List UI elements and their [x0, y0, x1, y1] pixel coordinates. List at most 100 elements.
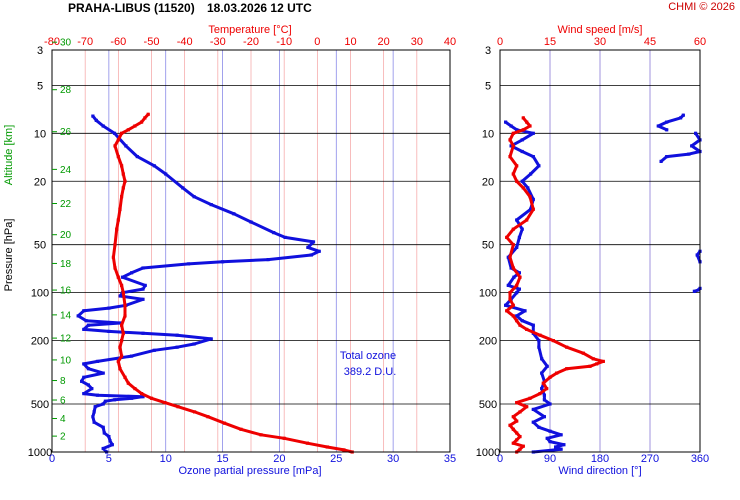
- data-point: [509, 266, 513, 270]
- data-point: [515, 419, 519, 423]
- top-tick-label: -30: [210, 36, 226, 48]
- data-point: [518, 447, 522, 451]
- data-point: [86, 323, 90, 327]
- pressure-tick-label: 1000: [28, 447, 52, 459]
- data-point: [595, 362, 599, 366]
- data-point: [518, 435, 522, 439]
- data-point: [531, 131, 535, 135]
- altitude-tick-label: 6: [60, 396, 66, 407]
- data-point: [540, 371, 544, 375]
- data-point: [555, 371, 559, 375]
- data-point: [515, 179, 519, 183]
- data-point: [559, 433, 563, 437]
- data-point: [540, 387, 544, 391]
- total-ozone-title: Total ozone: [340, 350, 396, 362]
- data-point: [515, 164, 519, 168]
- data-point: [175, 345, 179, 349]
- data-point: [545, 436, 549, 440]
- data-point: [82, 309, 86, 313]
- data-point: [193, 410, 197, 414]
- data-point: [520, 319, 524, 323]
- data-point: [239, 427, 243, 431]
- data-point: [581, 351, 585, 355]
- data-point: [531, 197, 535, 201]
- data-point: [108, 439, 112, 443]
- data-point: [511, 303, 515, 307]
- data-point: [665, 120, 669, 124]
- data-point: [537, 339, 541, 343]
- data-point: [141, 266, 145, 270]
- data-point: [537, 345, 541, 349]
- data-point: [123, 375, 127, 379]
- data-point: [520, 179, 524, 183]
- bottom-tick-label: 25: [330, 453, 342, 465]
- data-point: [192, 195, 196, 199]
- data-point: [529, 172, 533, 176]
- data-point: [123, 303, 127, 307]
- data-point: [591, 357, 595, 361]
- data-point: [130, 271, 134, 275]
- ozone-axis-label: Ozone partial pressure [mPa]: [178, 465, 321, 477]
- data-point: [317, 249, 321, 253]
- data-point: [528, 195, 532, 199]
- data-point: [116, 359, 120, 363]
- data-point: [123, 314, 127, 318]
- data-point: [523, 309, 527, 313]
- data-point: [565, 367, 569, 371]
- top-tick-label: 20: [378, 36, 390, 48]
- data-point: [101, 371, 105, 375]
- data-point: [282, 436, 286, 440]
- data-point: [665, 128, 669, 132]
- data-point: [525, 327, 529, 331]
- bottom-tick-label: 5: [106, 453, 112, 465]
- data-point: [515, 218, 519, 222]
- top-tick-label: -10: [276, 36, 292, 48]
- data-point: [511, 144, 515, 148]
- data-point: [525, 405, 529, 409]
- data-point: [601, 359, 605, 363]
- top-tick-label: 30: [594, 36, 606, 48]
- data-point: [116, 218, 120, 222]
- data-point: [518, 275, 522, 279]
- pressure-tick-label: 3: [37, 45, 43, 57]
- data-point: [531, 420, 535, 424]
- data-point: [687, 152, 691, 156]
- pressure-tick-label: 500: [31, 399, 49, 411]
- data-point: [232, 212, 236, 216]
- wind-speed-axis-label: Wind speed [m/s]: [558, 24, 643, 36]
- data-point: [92, 420, 96, 424]
- bottom-tick-label: 180: [591, 453, 609, 465]
- data-point: [511, 314, 515, 318]
- data-point: [515, 128, 519, 132]
- data-point: [101, 402, 105, 406]
- data-point: [249, 220, 253, 224]
- data-point: [515, 245, 519, 249]
- data-point: [681, 113, 685, 117]
- bottom-tick-label: 20: [273, 453, 285, 465]
- data-point: [515, 283, 519, 287]
- data-point: [515, 319, 519, 323]
- data-point: [120, 354, 124, 358]
- data-point: [515, 291, 519, 295]
- altitude-tick-label: 18: [60, 259, 72, 270]
- data-point: [690, 144, 694, 148]
- data-point: [101, 425, 105, 429]
- data-point: [116, 138, 120, 142]
- data-point: [540, 357, 544, 361]
- pressure-tick-label: 500: [479, 399, 497, 411]
- data-point: [101, 124, 105, 128]
- plot-frame: [51, 49, 451, 453]
- data-point: [91, 114, 95, 118]
- altitude-tick-label: 26: [60, 127, 72, 138]
- data-point: [548, 440, 552, 444]
- data-point: [120, 195, 124, 199]
- data-point: [121, 331, 125, 335]
- wind-direction-axis-label: Wind direction [°]: [558, 465, 641, 477]
- data-point: [82, 362, 86, 366]
- pressure-tick-label: 100: [31, 288, 49, 300]
- data-point: [82, 392, 86, 396]
- data-point: [102, 431, 106, 435]
- data-point: [517, 287, 521, 291]
- data-point: [112, 131, 117, 135]
